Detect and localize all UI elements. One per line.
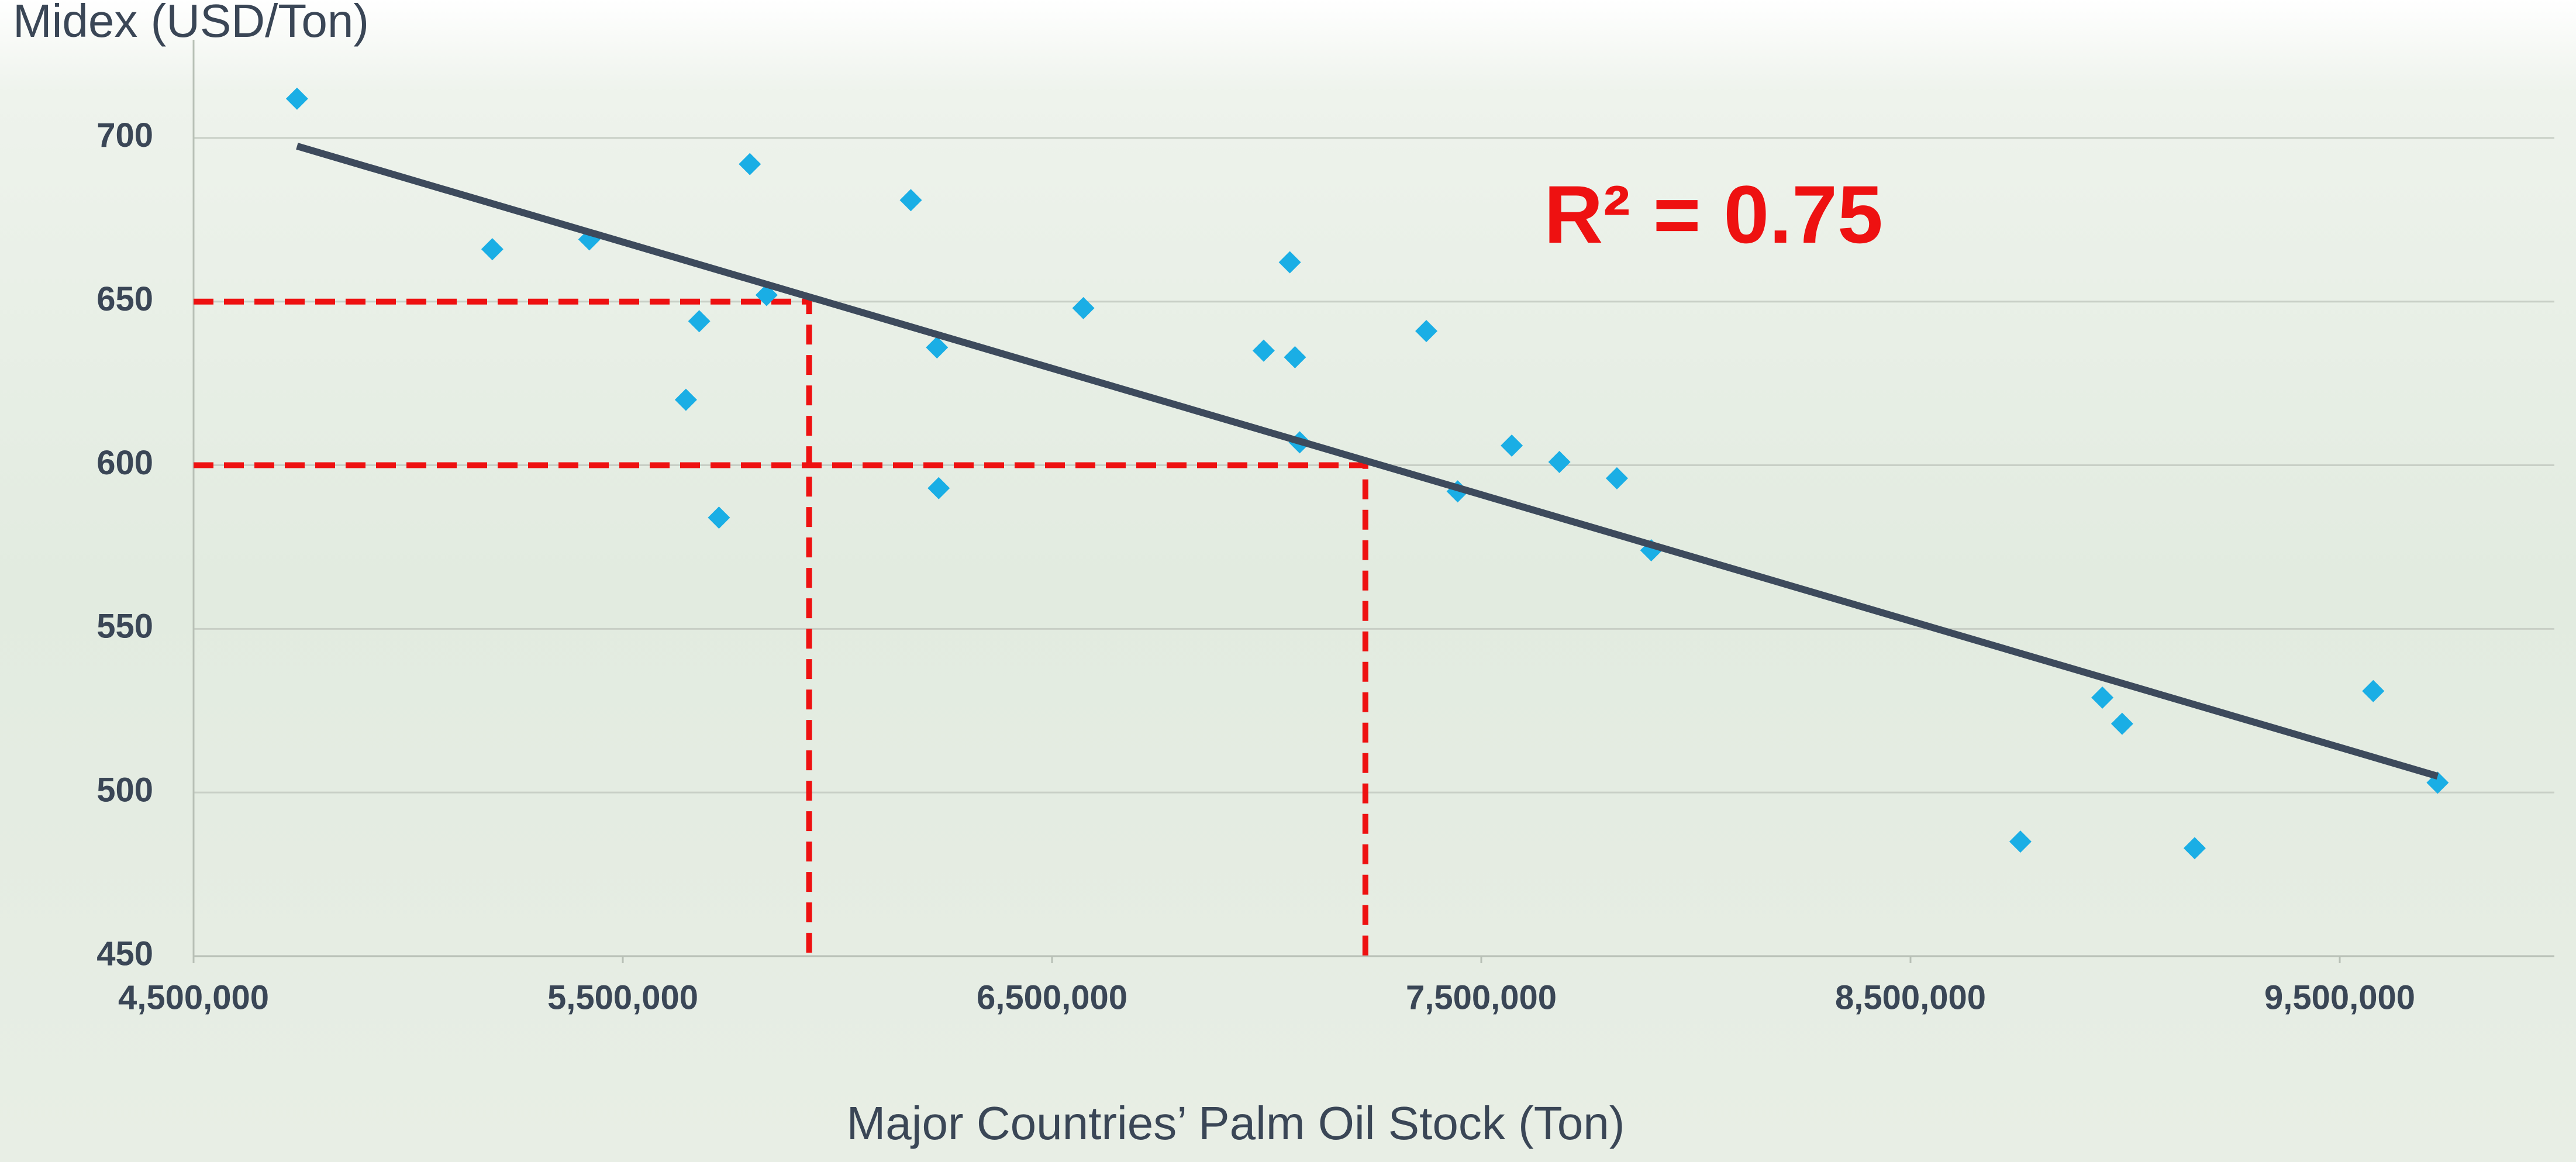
point [926, 336, 949, 359]
y-tick-label: 550 [96, 608, 153, 646]
point [481, 238, 504, 261]
y-tick-label: 500 [96, 771, 153, 809]
point [1252, 339, 1275, 362]
y-axis-title: Midex (USD/Ton) [13, 0, 369, 47]
y-tick-label: 700 [96, 116, 153, 154]
x-tick-label: 9,500,000 [2264, 978, 2415, 1016]
point [2009, 830, 2032, 853]
point [1415, 320, 1438, 343]
trendline [296, 143, 2439, 780]
point [1548, 450, 1571, 473]
reference-line [194, 298, 812, 956]
point [899, 189, 922, 212]
x-tick-label: 6,500,000 [977, 978, 1127, 1016]
point [688, 310, 711, 333]
point [2091, 686, 2114, 709]
x-tick-label: 5,500,000 [547, 978, 698, 1016]
reference-line [194, 462, 1368, 956]
point [2111, 712, 2133, 735]
y-tick-label: 450 [96, 935, 153, 973]
point [1501, 434, 1523, 457]
point [1605, 467, 1628, 489]
y-tick-label: 600 [96, 444, 153, 482]
point [927, 477, 950, 499]
point [285, 87, 308, 110]
x-tick-label: 4,500,000 [118, 978, 269, 1016]
y-tick-label: 650 [96, 280, 153, 318]
point [2362, 680, 2385, 702]
point [1072, 296, 1095, 319]
point [739, 153, 761, 175]
point [708, 506, 730, 529]
point [1284, 346, 1306, 368]
point [2183, 837, 2206, 860]
annotation: R² = 0.75 [1544, 168, 1883, 260]
x-tick-label: 8,500,000 [1835, 978, 1986, 1016]
x-tick-label: 7,500,000 [1406, 978, 1557, 1016]
point [674, 388, 697, 411]
point [1278, 251, 1301, 274]
x-axis-title: Major Countries’ Palm Oil Stock (Ton) [847, 1097, 1625, 1149]
